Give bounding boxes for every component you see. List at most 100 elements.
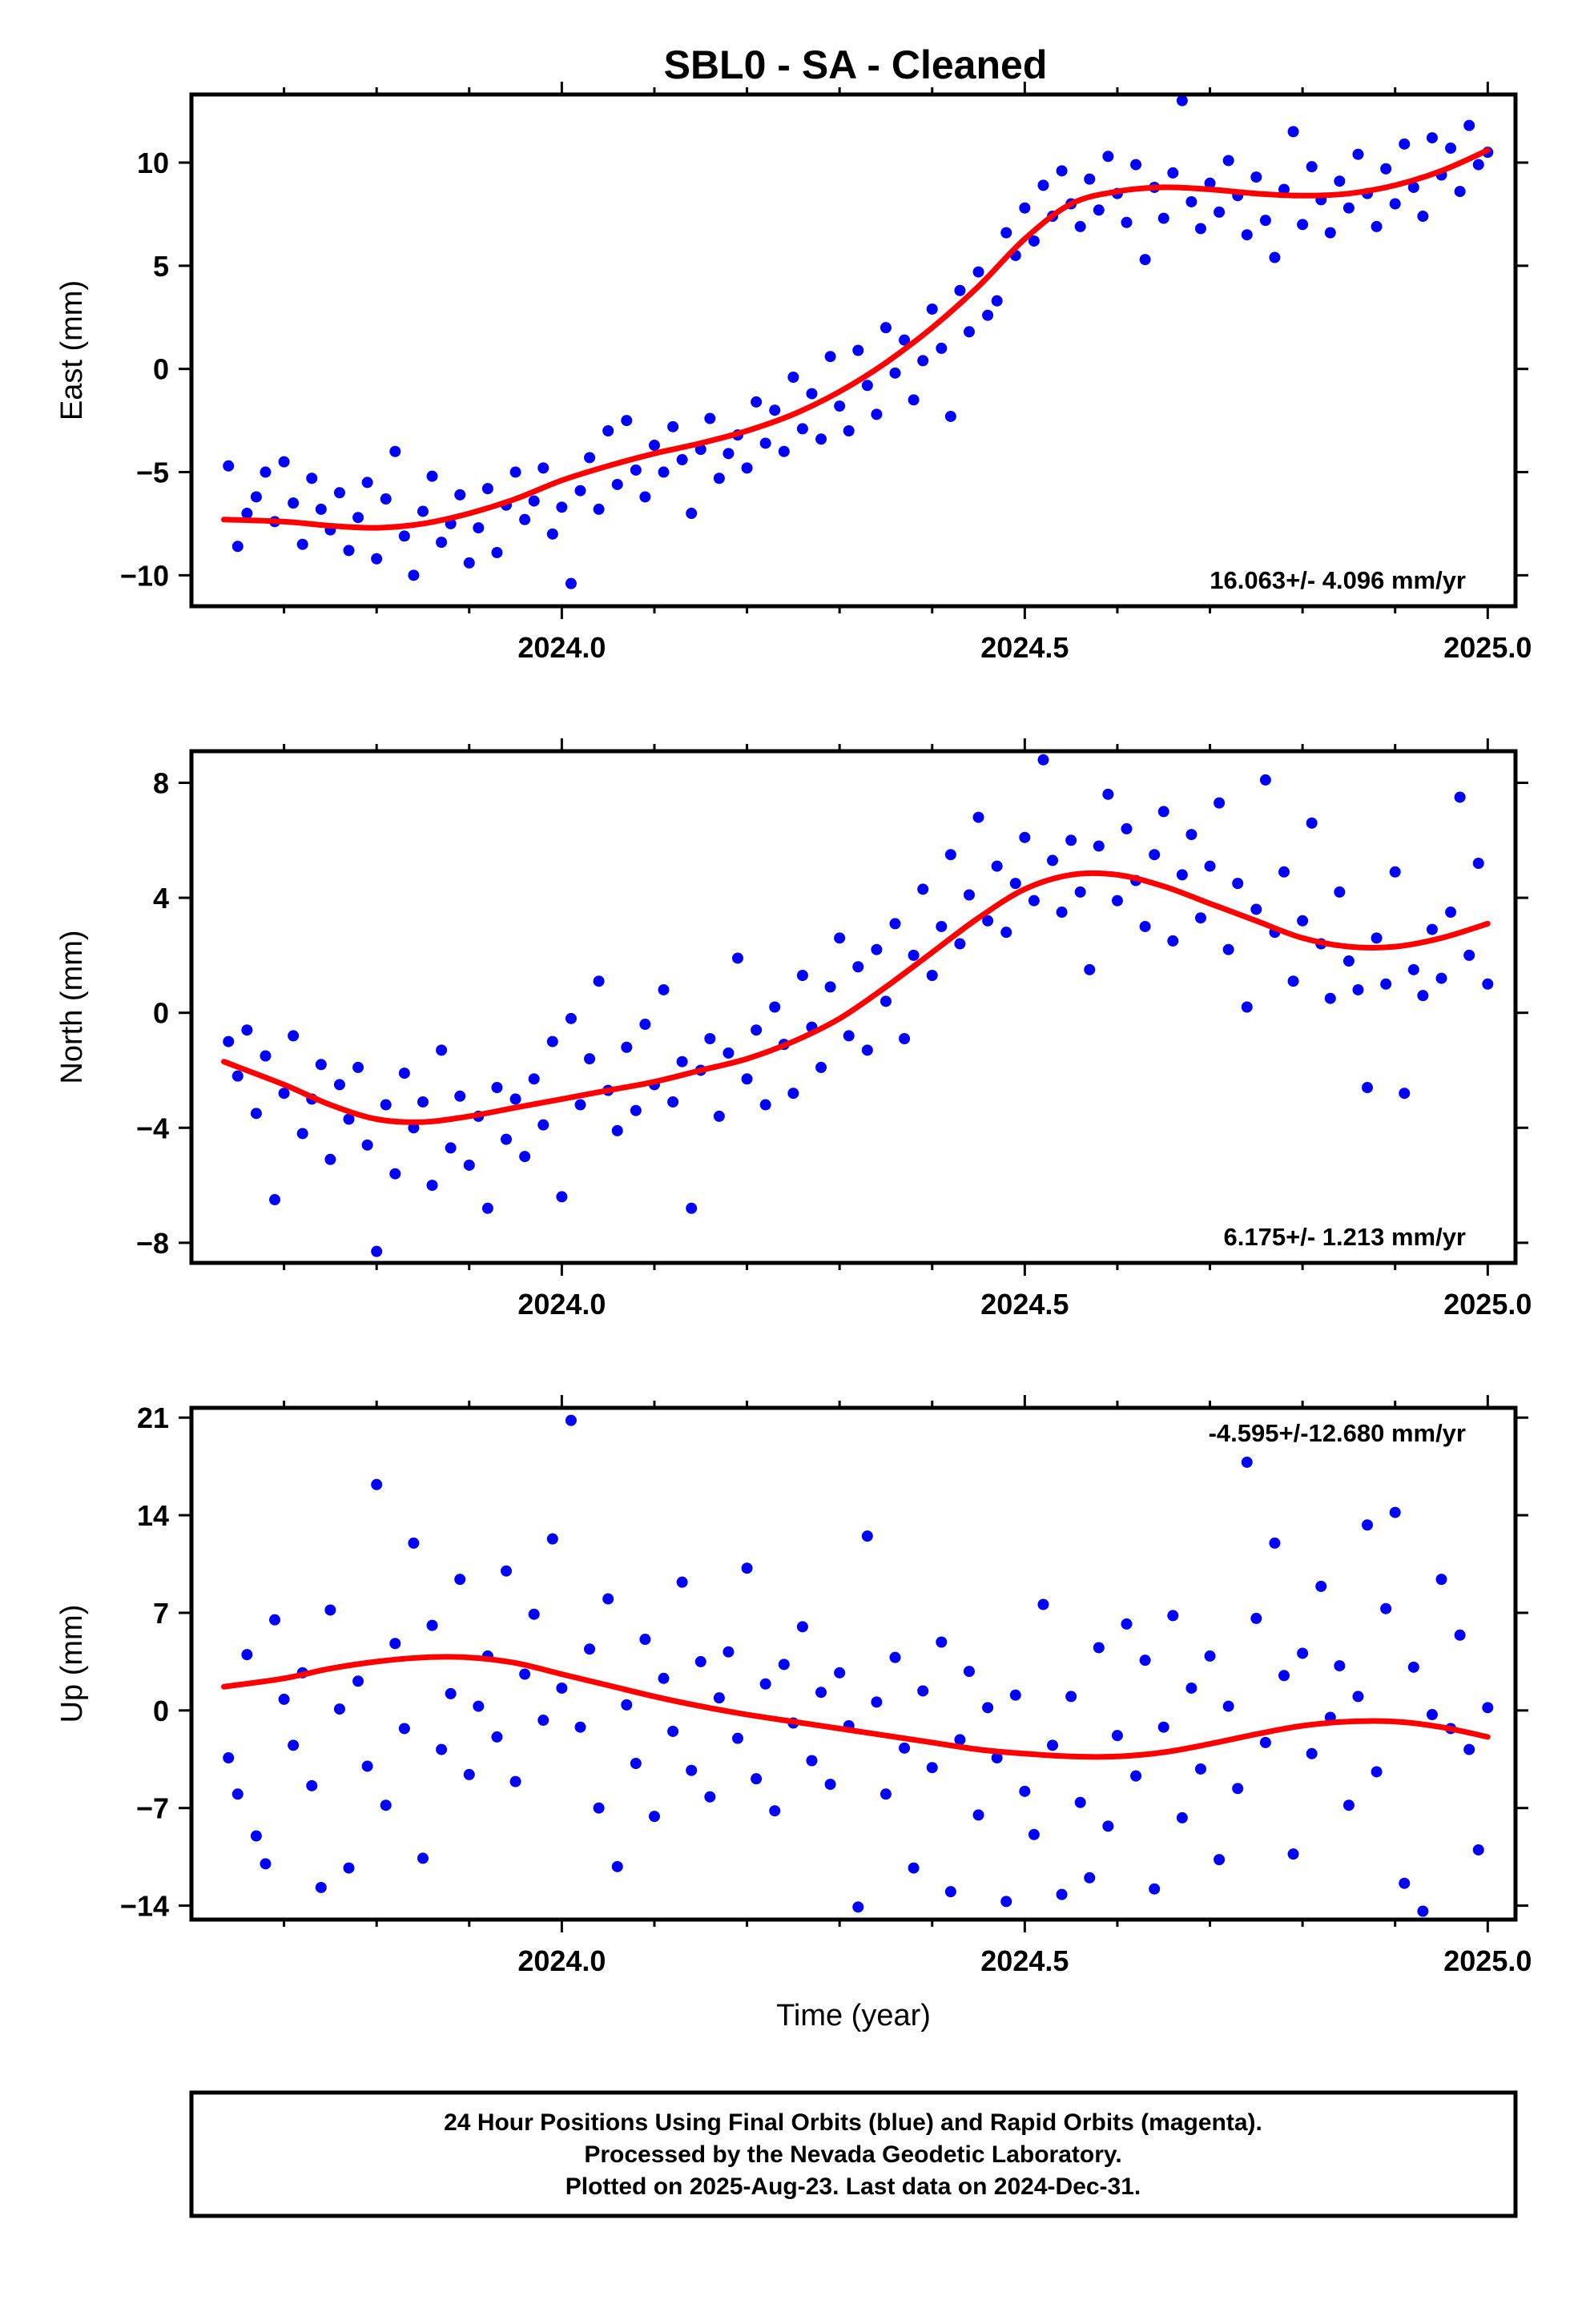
- north-data-point: [278, 1088, 290, 1100]
- up-data-point: [1047, 1739, 1059, 1751]
- north-y-tick-label: −4: [136, 1112, 169, 1144]
- up-data-point: [741, 1562, 753, 1574]
- east-data-point: [1306, 161, 1318, 173]
- east-y-tick-label: −5: [136, 456, 169, 489]
- up-data-point: [1463, 1743, 1475, 1755]
- north-data-point: [269, 1194, 281, 1206]
- north-data-point: [584, 1053, 596, 1065]
- north-data-point: [1102, 788, 1114, 800]
- north-data-point: [751, 1024, 763, 1036]
- east-data-point: [296, 538, 308, 550]
- north-data-point: [686, 1202, 698, 1214]
- east-data-point: [426, 470, 438, 482]
- east-data-point: [491, 547, 503, 559]
- east-data-point: [1019, 202, 1031, 214]
- north-data-point: [1019, 831, 1031, 843]
- north-y-tick-label: −8: [136, 1227, 169, 1260]
- east-data-point: [1056, 165, 1068, 177]
- north-data-point: [260, 1050, 272, 1062]
- up-data-point: [1259, 1736, 1271, 1748]
- east-data-point: [574, 485, 586, 497]
- east-data-point: [260, 466, 272, 478]
- north-data-point: [1417, 990, 1429, 1002]
- north-data-point: [417, 1096, 429, 1108]
- north-data-point: [843, 1030, 855, 1042]
- up-x-tick-label: 2024.0: [517, 1944, 606, 1977]
- up-data-point: [806, 1755, 818, 1767]
- up-data-point: [1176, 1811, 1188, 1823]
- north-x-tick-label: 2024.5: [980, 1288, 1069, 1321]
- north-data-point: [1149, 849, 1161, 861]
- east-y-axis-label: East (mm): [55, 280, 89, 420]
- up-data-point: [991, 1752, 1003, 1764]
- east-data-point: [1399, 138, 1411, 150]
- up-data-point: [445, 1687, 457, 1699]
- up-data-point: [769, 1805, 781, 1817]
- up-data-point: [1380, 1602, 1392, 1614]
- east-data-point: [417, 505, 429, 517]
- east-data-point: [1102, 151, 1114, 163]
- north-y-tick-label: 4: [153, 882, 169, 915]
- north-data-point: [593, 975, 605, 987]
- north-data-point: [944, 849, 956, 861]
- north-data-point: [1093, 840, 1105, 852]
- east-data-point: [843, 424, 855, 436]
- east-data-point: [223, 460, 235, 472]
- east-data-point: [704, 412, 716, 424]
- east-data-point: [473, 522, 485, 534]
- east-data-point: [954, 284, 966, 296]
- up-data-point: [861, 1530, 873, 1542]
- up-data-point: [602, 1593, 614, 1605]
- up-data-point: [694, 1655, 706, 1667]
- up-data-point: [1204, 1650, 1216, 1662]
- footer-box: 24 Hour Positions Using Final Orbits (bl…: [189, 2090, 1518, 2218]
- east-data-point: [436, 537, 448, 549]
- north-data-point: [1204, 860, 1216, 872]
- east-data-point: [824, 351, 836, 363]
- east-data-point: [769, 404, 781, 416]
- east-data-point: [584, 452, 596, 464]
- up-data-point: [509, 1775, 521, 1787]
- up-data-point: [1269, 1537, 1281, 1549]
- north-data-point: [1037, 754, 1049, 766]
- east-data-point: [1000, 227, 1012, 239]
- north-data-point: [361, 1139, 373, 1151]
- east-data-point: [1139, 254, 1151, 266]
- up-data-point: [917, 1685, 929, 1697]
- north-data-point: [1407, 963, 1419, 975]
- north-data-point: [630, 1104, 642, 1116]
- north-data-point: [1324, 992, 1336, 1004]
- north-data-point: [621, 1041, 633, 1053]
- north-data-point: [1445, 907, 1457, 919]
- up-data-point: [751, 1773, 763, 1785]
- north-data-point: [704, 1032, 716, 1044]
- east-data-point: [1426, 132, 1438, 144]
- up-data-point: [899, 1742, 911, 1754]
- east-data-point: [778, 445, 790, 457]
- north-data-point: [398, 1068, 410, 1080]
- east-data-point: [1371, 220, 1383, 232]
- north-panel: −8 −4 0 4 8 2024.0 2024.5 2025.0 6.175+/- 1.213 …: [55, 738, 1532, 1321]
- up-data-point: [1084, 1872, 1096, 1884]
- north-data-point: [1111, 895, 1123, 907]
- up-data-point: [621, 1699, 633, 1711]
- north-data-point: [1241, 1001, 1253, 1013]
- north-data-point: [1297, 915, 1309, 927]
- up-data-point: [556, 1682, 568, 1694]
- east-fit-curve: [221, 147, 1491, 531]
- north-data-point: [1167, 935, 1179, 947]
- east-data-point: [676, 454, 688, 466]
- north-data-point: [1194, 912, 1206, 924]
- north-data-point: [1214, 797, 1226, 809]
- up-data-point: [361, 1760, 373, 1772]
- east-data-point: [1463, 119, 1475, 131]
- north-data-point: [371, 1245, 383, 1257]
- north-data-point: [852, 961, 864, 973]
- east-data-point: [398, 530, 410, 542]
- up-rate-label: -4.595+/-12.680 mm/yr: [1209, 1419, 1466, 1447]
- up-data-point: [269, 1614, 281, 1626]
- north-data-point: [1306, 817, 1318, 829]
- up-data-point: [732, 1732, 744, 1744]
- up-data-point: [824, 1779, 836, 1791]
